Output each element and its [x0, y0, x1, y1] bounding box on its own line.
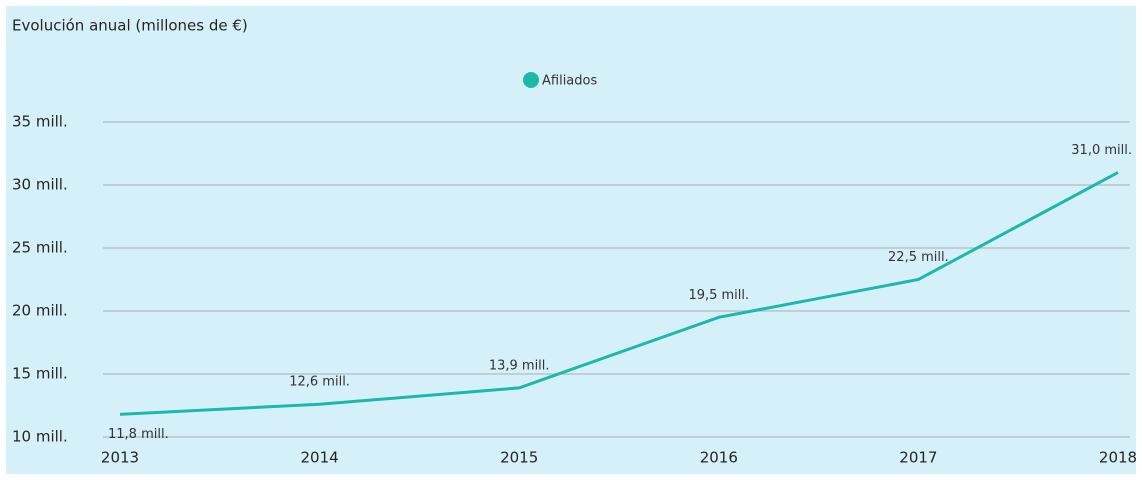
y-tick-label: 25 mill.	[12, 239, 68, 257]
y-tick-label: 15 mill.	[12, 365, 68, 383]
data-label: 12,6 mill.	[289, 375, 350, 390]
chart-background	[6, 6, 1136, 474]
data-label: 31,0 mill.	[1071, 143, 1132, 158]
y-tick-label: 10 mill.	[12, 428, 68, 446]
x-tick-label: 2014	[301, 449, 339, 467]
legend-label: Afiliados	[542, 74, 597, 89]
x-tick-label: 2013	[101, 449, 139, 467]
x-tick-label: 2016	[700, 449, 738, 467]
x-tick-label: 2018	[1099, 449, 1137, 467]
line	[119, 171, 1119, 416]
x-tick-label: 2015	[500, 449, 538, 467]
data-label: 22,5 mill.	[888, 250, 949, 265]
data-label: 13,9 mill.	[489, 358, 550, 373]
data-label: 19,5 mill.	[688, 288, 749, 303]
y-tick-label: 30 mill.	[12, 176, 68, 194]
y-tick-label: 35 mill.	[12, 113, 68, 131]
chart-title: Evolución anual (millones de €)	[12, 17, 248, 35]
data-label: 11,8 mill.	[108, 427, 169, 442]
legend-marker	[523, 72, 539, 88]
y-tick-label: 20 mill.	[12, 302, 68, 320]
x-tick-label: 2017	[899, 449, 937, 467]
